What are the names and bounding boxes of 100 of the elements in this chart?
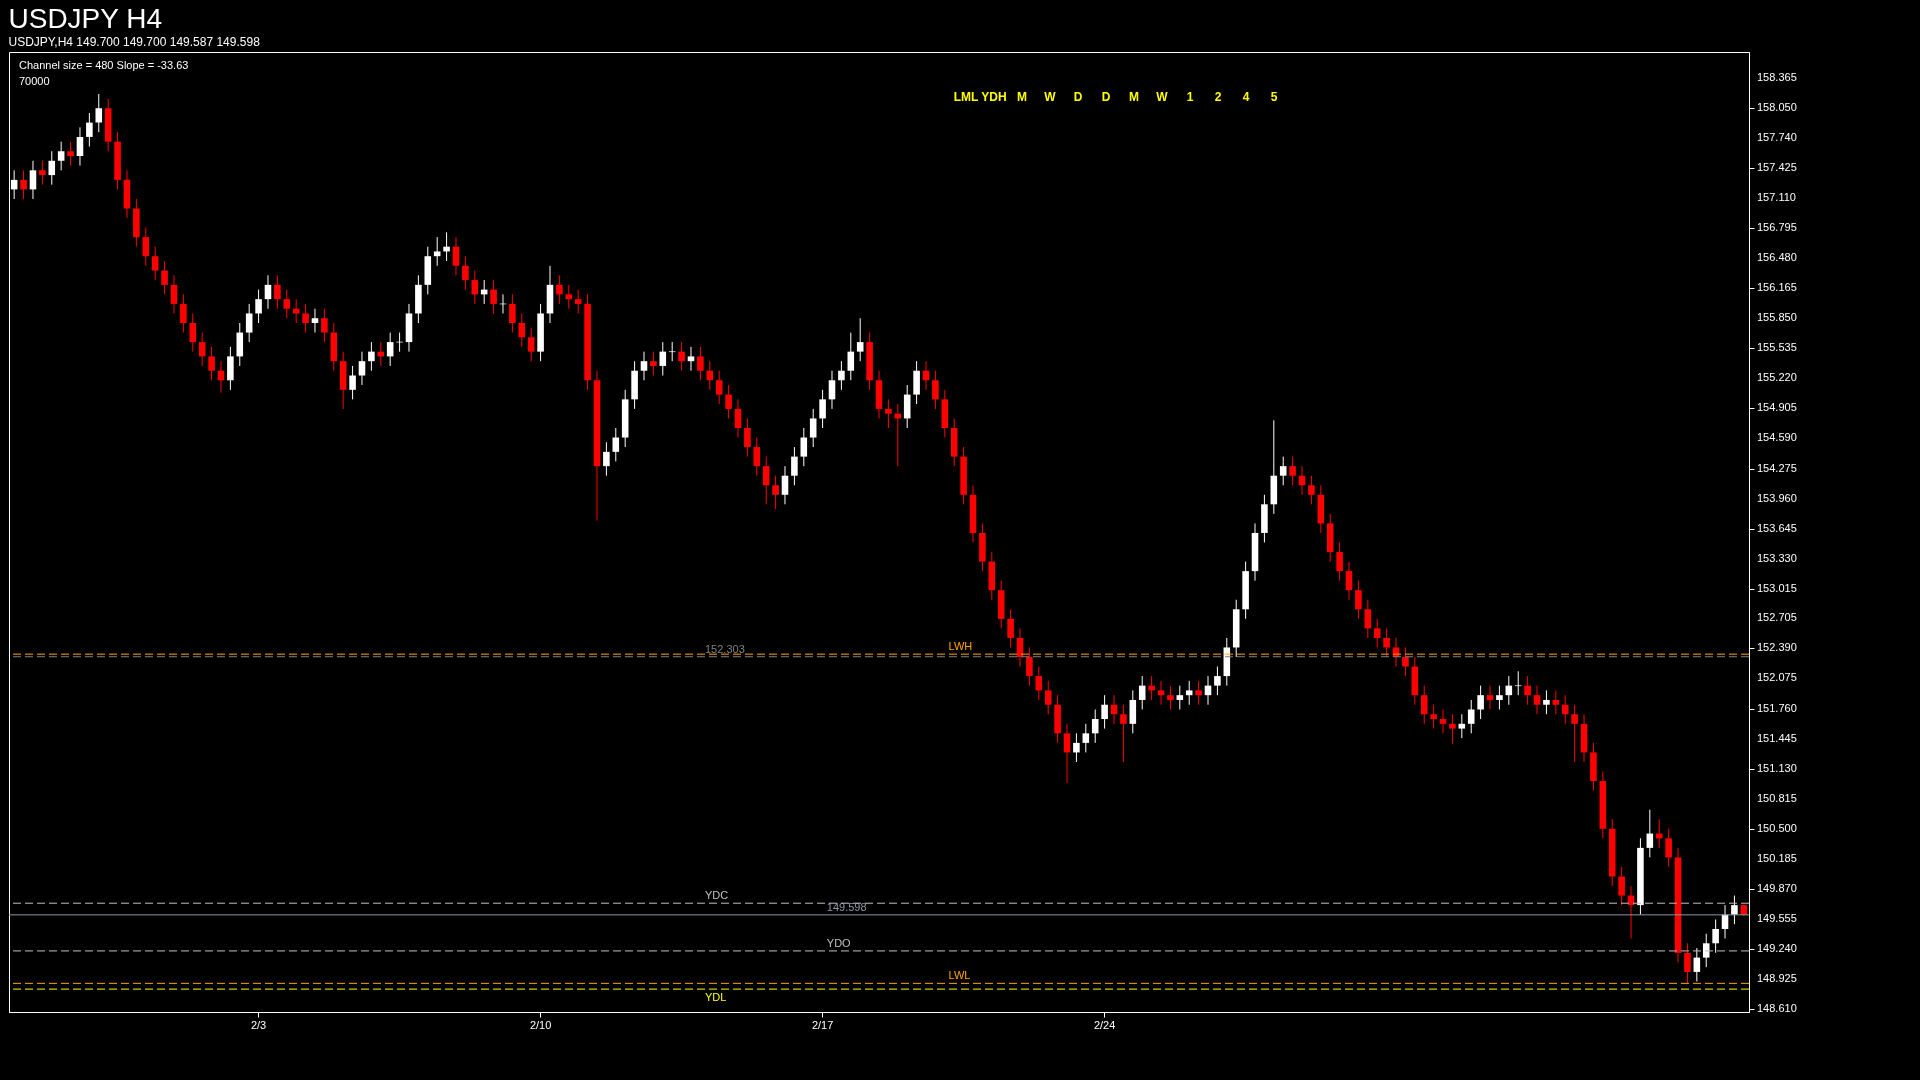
annotation: LML <box>953 90 979 104</box>
y-tick-label: 150.500 <box>1757 821 1797 834</box>
candlestick <box>57 141 65 171</box>
x-tick-label: 2/17 <box>811 1018 834 1031</box>
candlestick <box>1486 685 1494 710</box>
candlestick <box>556 274 563 305</box>
candlestick <box>1449 713 1456 745</box>
candlestick <box>1073 732 1080 763</box>
candlestick <box>1524 675 1531 706</box>
candlestick <box>1148 675 1155 701</box>
y-tick-label: 150.815 <box>1757 791 1797 804</box>
candlestick <box>687 346 695 372</box>
candlestick <box>1185 680 1193 706</box>
candlestick <box>1044 680 1052 715</box>
candlestick <box>1195 680 1202 706</box>
candlestick <box>1496 685 1503 710</box>
candlestick <box>1120 704 1127 763</box>
ref-line-label: YDC <box>705 889 729 902</box>
candlestick <box>170 274 178 314</box>
candlestick <box>274 274 281 310</box>
y-tick-label: 154.590 <box>1757 431 1797 444</box>
annotation: 2 <box>1214 90 1222 104</box>
y-tick-label: 155.535 <box>1757 341 1797 354</box>
annotation: Channel size = 480 Slope = -33.63 <box>19 59 189 71</box>
candlestick <box>1355 580 1362 620</box>
y-tick-label: 155.220 <box>1757 371 1797 384</box>
candlestick <box>725 384 732 419</box>
annotation: W <box>1156 90 1169 104</box>
candlestick <box>838 360 845 391</box>
candlestick <box>1308 475 1315 505</box>
annotation: YDH <box>981 90 1007 104</box>
y-tick-label: 149.870 <box>1757 881 1797 894</box>
candlestick <box>67 141 74 167</box>
candlestick <box>1402 646 1409 677</box>
x-tick-label: 2/10 <box>529 1018 552 1031</box>
candlestick <box>762 456 770 505</box>
candlestick <box>603 441 610 477</box>
candlestick <box>1458 713 1466 739</box>
candlestick <box>1383 627 1390 658</box>
candlestick <box>29 160 37 200</box>
candlestick <box>800 427 808 467</box>
candlestick <box>95 93 103 133</box>
y-tick-label: 153.015 <box>1757 581 1797 594</box>
y-tick-label: 149.555 <box>1757 911 1797 924</box>
candlestick <box>565 284 573 310</box>
candlestick <box>640 351 648 381</box>
candlestick <box>180 293 187 334</box>
candlestick <box>847 332 855 381</box>
candlestick <box>1561 694 1569 725</box>
y-tick-label: 156.480 <box>1757 251 1797 264</box>
candlestick <box>1082 723 1090 753</box>
candlestick <box>1007 608 1014 648</box>
chart-subtitle: USDJPY,H4 149.700 149.700 149.587 149.598 <box>8 35 261 49</box>
candlestick <box>1345 561 1353 601</box>
y-tick-label: 151.445 <box>1757 731 1797 744</box>
candlestick <box>151 246 159 281</box>
candlestick <box>1702 933 1710 968</box>
candlestick <box>697 346 704 381</box>
candlestick <box>86 112 93 147</box>
candlestick <box>39 160 46 186</box>
y-tick-label: 158.365 <box>1757 71 1797 84</box>
y-tick-label: 151.130 <box>1757 761 1797 774</box>
candlestick <box>142 227 150 267</box>
candlestick <box>1467 699 1475 734</box>
candlestick <box>1157 680 1165 706</box>
candlestick <box>715 370 723 405</box>
candlestick <box>302 303 309 334</box>
y-tick-label: 148.610 <box>1757 1002 1797 1015</box>
candlestick <box>227 346 234 391</box>
y-tick-label: 157.425 <box>1757 160 1797 173</box>
ref-line-label: YDL <box>705 991 727 1004</box>
candlestick <box>76 126 84 167</box>
y-tick-label: 156.165 <box>1757 281 1797 294</box>
candlestick <box>856 317 864 362</box>
candlestick <box>1336 542 1343 582</box>
candlestick <box>368 341 375 372</box>
y-tick-label: 157.110 <box>1757 191 1796 203</box>
ref-line-label: LWH <box>948 640 973 653</box>
candlestick <box>462 255 469 291</box>
candlestick <box>1279 456 1287 486</box>
candlestick <box>321 308 328 343</box>
candlestick <box>518 312 526 348</box>
annotation: 4 <box>1242 90 1250 104</box>
y-tick-label: 153.645 <box>1757 521 1797 534</box>
candlestick <box>1129 689 1137 734</box>
candlestick <box>1533 685 1541 715</box>
candlestick <box>527 327 535 362</box>
x-tick-label: 2/3 <box>250 1018 267 1031</box>
annotation: D <box>1101 90 1111 104</box>
candlestick <box>161 260 168 295</box>
candlestick <box>791 446 798 486</box>
annotation: D <box>1073 90 1083 104</box>
y-tick-label: 158.050 <box>1757 101 1797 114</box>
candlestick <box>753 437 761 477</box>
ref-line-label: LWL <box>948 969 971 982</box>
ref-line-label: YDO <box>826 936 852 949</box>
candlestick <box>283 289 291 319</box>
candlestick <box>443 231 450 262</box>
candlestick <box>1439 709 1447 734</box>
y-tick-label: 150.185 <box>1757 851 1797 864</box>
